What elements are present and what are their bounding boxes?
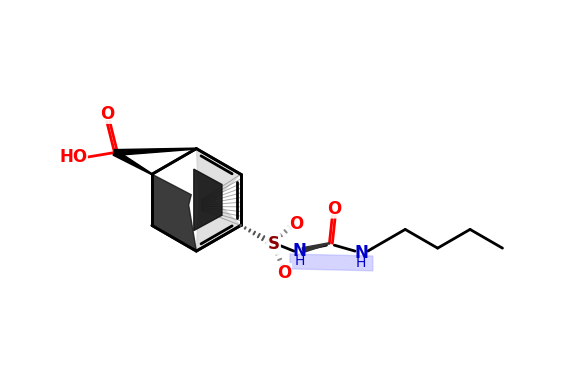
Text: O: O (101, 105, 115, 123)
Polygon shape (290, 254, 373, 271)
Polygon shape (152, 174, 196, 251)
Text: N: N (293, 242, 307, 260)
Text: O: O (289, 215, 303, 233)
Text: H: H (356, 256, 366, 270)
Polygon shape (196, 149, 241, 251)
Text: S: S (267, 235, 279, 253)
Polygon shape (115, 148, 196, 155)
Text: O: O (277, 264, 291, 282)
Text: N: N (354, 244, 368, 262)
Polygon shape (194, 169, 222, 231)
Text: O: O (327, 200, 342, 218)
Text: HO: HO (59, 149, 87, 166)
Text: H: H (295, 254, 305, 268)
Polygon shape (113, 150, 152, 175)
Polygon shape (302, 243, 329, 252)
